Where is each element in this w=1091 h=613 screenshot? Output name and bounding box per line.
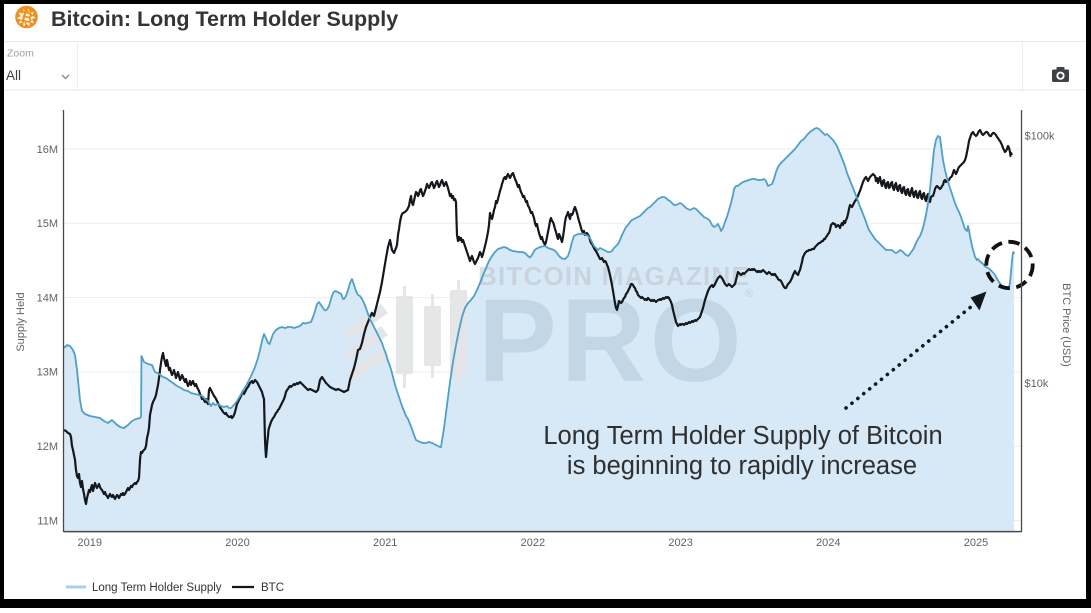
svg-text:₿: ₿ (19, 8, 35, 27)
svg-text:Long Term Holder Supply of Bit: Long Term Holder Supply of Bitcoin (543, 422, 942, 450)
svg-text:2022: 2022 (521, 537, 545, 549)
svg-text:14M: 14M (37, 292, 58, 304)
svg-text:2021: 2021 (373, 537, 397, 549)
svg-text:2020: 2020 (225, 537, 249, 549)
svg-text:Supply Held: Supply Held (15, 292, 27, 351)
svg-text:11M: 11M (37, 515, 58, 527)
svg-text:13M: 13M (37, 367, 58, 379)
svg-text:2024: 2024 (816, 537, 840, 549)
svg-text:$10k: $10k (1025, 378, 1049, 390)
svg-text:Long Term Holder Supply: Long Term Holder Supply (92, 582, 222, 594)
svg-text:2025: 2025 (964, 537, 988, 549)
svg-text:12M: 12M (37, 441, 58, 453)
svg-text:Bitcoin: Long Term Holder Supp: Bitcoin: Long Term Holder Supply (51, 7, 398, 31)
svg-text:BTC: BTC (261, 582, 284, 594)
svg-text:15M: 15M (37, 218, 58, 230)
svg-text:2019: 2019 (78, 537, 102, 549)
svg-text:16M: 16M (37, 144, 58, 156)
svg-text:BTC Price (USD): BTC Price (USD) (1060, 283, 1072, 367)
svg-text:2023: 2023 (668, 537, 692, 549)
svg-text:is beginning to rapidly increa: is beginning to rapidly increase (567, 452, 917, 480)
svg-text:BITCOIN MAGAZINE: BITCOIN MAGAZINE (478, 261, 750, 291)
svg-text:Zoom: Zoom (7, 48, 34, 60)
svg-text:All: All (6, 68, 21, 83)
svg-text:®: ® (745, 288, 753, 300)
svg-text:$100k: $100k (1025, 131, 1055, 143)
svg-text:PRO: PRO (478, 275, 746, 407)
